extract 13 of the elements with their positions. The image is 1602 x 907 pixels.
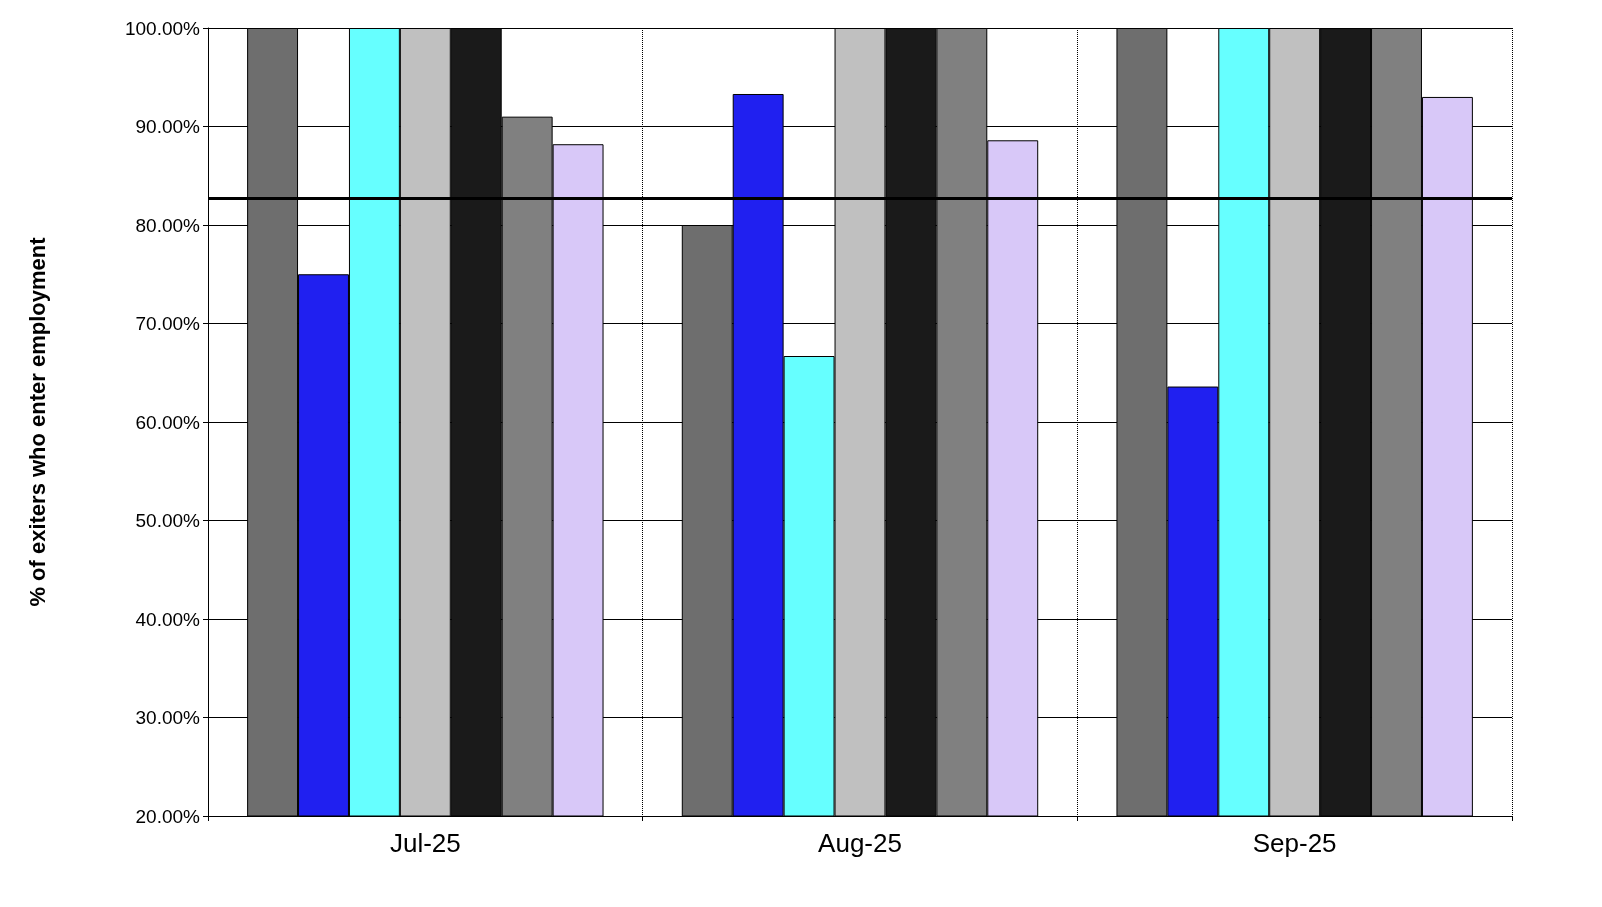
y-tick-label: 20.00% bbox=[135, 805, 201, 827]
y-tick-label: 50.00% bbox=[135, 510, 201, 531]
y-tick-label: 80.00% bbox=[135, 214, 201, 236]
x-tick-label: Jul-25 bbox=[389, 828, 461, 858]
y-tick-label: 40.00% bbox=[135, 608, 201, 630]
y-tick-label: 70.00% bbox=[135, 313, 201, 334]
y-axis-title: % of exiters who enter employment bbox=[24, 236, 50, 607]
y-tick-label: 90.00% bbox=[135, 116, 201, 137]
x-tick-label: Aug-25 bbox=[818, 828, 902, 858]
y-tick-label: 100.00% bbox=[124, 17, 201, 39]
y-tick-label: 60.00% bbox=[135, 411, 201, 433]
y-tick-label: 30.00% bbox=[135, 707, 201, 728]
x-tick-label: Sep-25 bbox=[1252, 828, 1337, 858]
